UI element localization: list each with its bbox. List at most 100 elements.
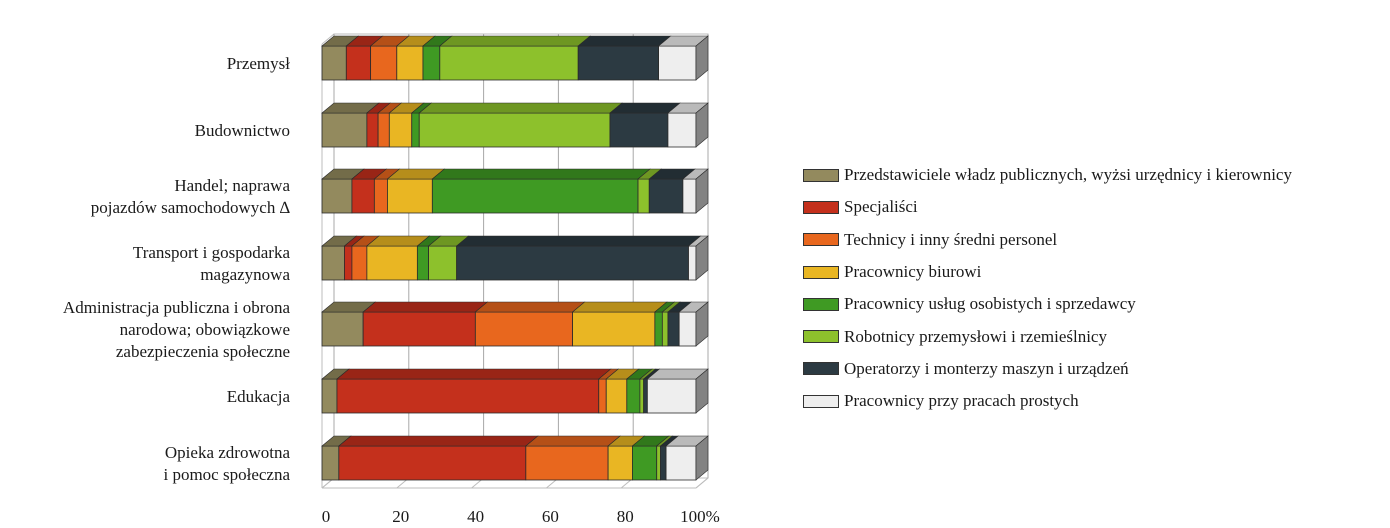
category-label: pojazdów samochodowych ∆ [91, 198, 291, 217]
chart-legend: Przedstawiciele władz publicznych, wyżsi… [803, 159, 1383, 417]
bar-segment [654, 311, 663, 347]
bar-segment [688, 245, 697, 281]
x-tick-label: 60 [542, 507, 559, 526]
category-label: zabezpieczenia społeczne [116, 342, 290, 361]
legend-item: Specjaliści [803, 191, 1383, 223]
category-label: narodowa; obowiązkowe [120, 320, 290, 339]
bar-segment [362, 311, 476, 347]
bar-segment [660, 445, 667, 481]
bar-end-face [695, 235, 709, 281]
category-label: Transport i gospodarka [133, 243, 291, 262]
bar-end-face [695, 435, 709, 481]
bar-segment [422, 45, 441, 81]
legend-label: Pracownicy usług osobistych i sprzedawcy [844, 294, 1136, 314]
legend-swatch [803, 330, 839, 344]
bar-segment [456, 245, 689, 281]
bar-segment [598, 378, 607, 414]
x-tick-label: 40 [467, 507, 484, 526]
x-tick-label: 0 [322, 507, 331, 526]
legend-swatch [803, 297, 839, 311]
legend-label: Pracownicy przy pracach prostych [844, 391, 1079, 411]
bar-segment-top [418, 102, 623, 114]
bar-segment [682, 178, 697, 214]
legend-item: Operatorzy i monterzy maszyn i urządzeń [803, 353, 1383, 385]
category-label: Handel; naprawa [174, 176, 290, 195]
bar-segment [667, 112, 697, 148]
bar-segment [321, 378, 338, 414]
bar-end-face [695, 35, 709, 81]
bar-segment [344, 245, 353, 281]
legend-item: Pracownicy biurowi [803, 256, 1383, 288]
bar-segment-top [336, 368, 612, 380]
legend-item: Pracownicy przy pracach prostych [803, 385, 1383, 417]
legend-label: Robotnicy przemysłowi i rzemieślnicy [844, 326, 1107, 346]
bar-segment [648, 178, 684, 214]
x-tick-label: 20 [392, 507, 409, 526]
bar-segment [643, 378, 648, 414]
legend-swatch [803, 233, 839, 247]
category-label: i pomoc społeczna [163, 465, 290, 484]
bar-segment-top [438, 35, 592, 47]
bar-segment [678, 311, 697, 347]
bar-segment [605, 378, 628, 414]
legend-label: Operatorzy i monterzy maszyn i urządzeń [844, 358, 1129, 378]
bar-segment [370, 45, 398, 81]
category-label: Administracja publiczna i obrona [63, 298, 291, 317]
bar-segment [321, 45, 347, 81]
legend-item: Robotnicy przemysłowi i rzemieślnicy [803, 320, 1383, 352]
bar-segment [366, 112, 379, 148]
bar-segment [609, 112, 669, 148]
bar-segment-top [362, 301, 489, 313]
bar-segment [637, 178, 650, 214]
bar-segment [626, 378, 641, 414]
bar-segment [351, 178, 375, 214]
legend-label: Pracownicy biurowi [844, 262, 982, 282]
category-label: magazynowa [200, 265, 290, 284]
bar-segment [665, 445, 697, 481]
bar-segment [418, 112, 611, 148]
x-tick-label: 80 [617, 507, 634, 526]
bar-segment [661, 311, 669, 347]
bar-segment [656, 445, 661, 481]
bar-segment [336, 378, 600, 414]
bar-segment [373, 178, 388, 214]
bar-segment-top [431, 168, 651, 180]
bar-segment [667, 311, 680, 347]
legend-label: Specjaliści [844, 197, 918, 217]
bar-segment-top [338, 435, 539, 447]
legend-swatch [803, 265, 839, 279]
bar-segment [321, 445, 340, 481]
bar-end-face [695, 301, 709, 347]
bar-segment [431, 178, 639, 214]
bar-segment [607, 445, 633, 481]
bar-segment [658, 45, 697, 81]
bar-segment-top [571, 301, 668, 313]
bar-segment-top [455, 235, 702, 247]
bar-segment-top [474, 301, 586, 313]
bar-segment [377, 112, 390, 148]
bar-segment [321, 112, 368, 148]
bar-end-face [695, 102, 709, 148]
bar-segment [525, 445, 609, 481]
legend-label: Przedstawiciele władz publicznych, wyżsi… [844, 165, 1292, 185]
legend-item: Przedstawiciele władz publicznych, wyżsi… [803, 159, 1383, 191]
bar-segment [338, 445, 527, 481]
bar-end-face [695, 168, 709, 214]
bar-segment [366, 245, 418, 281]
legend-item: Technicy i inny średni personel [803, 224, 1383, 256]
bar-segment [474, 311, 573, 347]
bar-segment [416, 245, 429, 281]
chart-left-wall-top [321, 33, 335, 45]
category-label: Przemysł [227, 54, 291, 73]
bar-segment [387, 178, 433, 214]
bar-segment [572, 311, 656, 347]
bar-segment [321, 245, 345, 281]
bar-segment [321, 178, 353, 214]
bar-end-face [695, 368, 709, 414]
legend-swatch [803, 394, 839, 408]
bar-segment [577, 45, 660, 81]
bar-segment [388, 112, 413, 148]
category-label: Budownictwo [195, 121, 290, 140]
legend-swatch [803, 168, 839, 182]
